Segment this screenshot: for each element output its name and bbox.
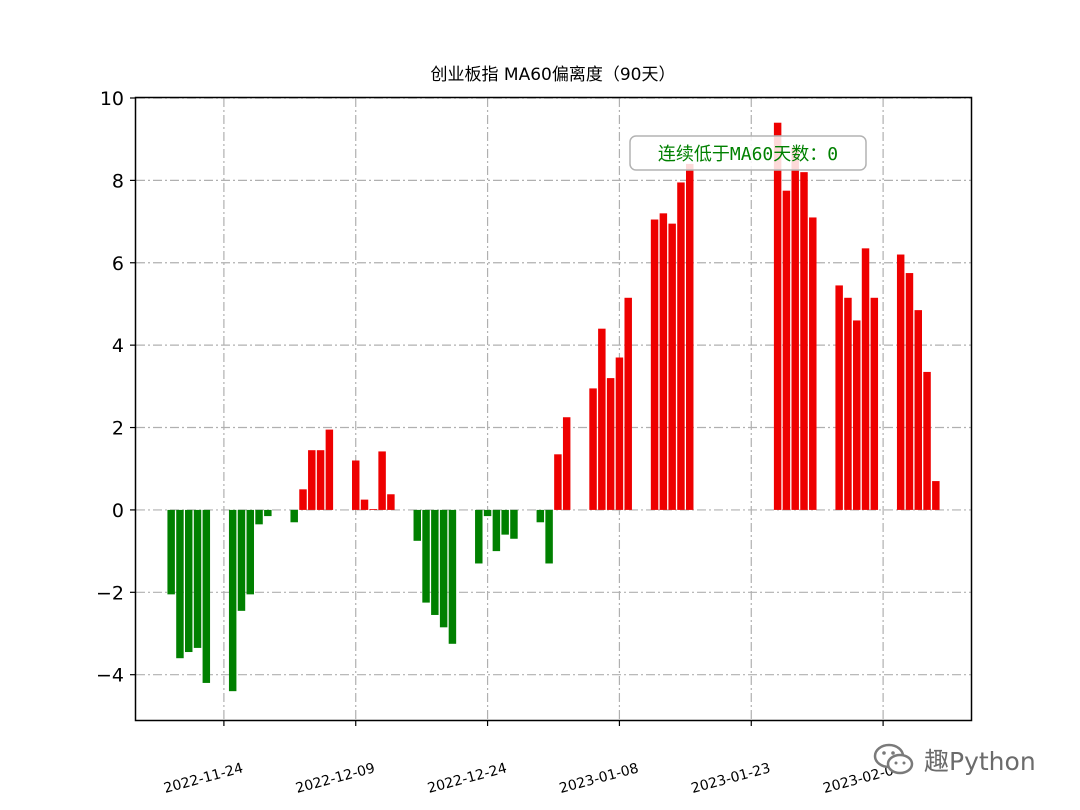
bar [914, 310, 922, 510]
bar [615, 357, 624, 510]
bar [932, 481, 940, 510]
bar [536, 509, 545, 523]
bar [773, 122, 782, 510]
bar [589, 388, 597, 510]
bar [369, 509, 378, 510]
bar [439, 509, 448, 628]
bar [844, 297, 852, 510]
y-axis: −4 −2 0 2 4 6 8 10 [96, 88, 136, 687]
bar [193, 509, 202, 648]
bar [923, 371, 931, 510]
bar [686, 163, 694, 510]
y-tick-label: 4 [112, 335, 124, 357]
bar [316, 450, 325, 510]
x-tick-label: 2022-12-24 [426, 760, 509, 797]
wechat-icon [873, 743, 914, 775]
bar [413, 509, 421, 541]
bar [431, 509, 439, 615]
x-tick-label: 2023-01-08 [558, 760, 641, 797]
bar [475, 509, 483, 564]
bar [360, 499, 369, 510]
bars [167, 122, 940, 692]
bar [896, 254, 905, 510]
bar [325, 429, 334, 510]
bar [202, 509, 211, 683]
bar [352, 460, 360, 510]
x-tick-label: 2023-01-23 [690, 760, 773, 797]
x-tick-label: 2022-12-09 [294, 760, 377, 797]
bar [387, 494, 395, 510]
bar [861, 248, 870, 510]
bar [448, 509, 457, 644]
bar [422, 509, 430, 603]
bar [378, 451, 386, 510]
bar [545, 509, 553, 564]
x-tick-label: 2022-11-24 [162, 760, 245, 797]
bar [905, 273, 914, 510]
bar [483, 509, 492, 517]
bar [562, 417, 571, 510]
bar [237, 509, 246, 611]
y-tick-label: −4 [96, 665, 124, 687]
y-tick-label: 8 [112, 170, 124, 192]
bar [492, 509, 501, 552]
plot-frame [134, 96, 973, 722]
y-tick-label: 10 [100, 88, 124, 110]
bar [246, 509, 254, 595]
bar [791, 147, 799, 510]
bar [185, 509, 193, 653]
bar [299, 489, 307, 510]
bar [835, 285, 843, 510]
bar [650, 219, 659, 510]
chart-title: 创业板指 MA60偏离度（90天） [431, 65, 676, 85]
bar [510, 509, 518, 539]
watermark-text: 趣Python [924, 747, 1036, 776]
y-tick-label: 0 [112, 500, 124, 522]
bar [870, 297, 879, 510]
x-axis: 2022-11-24 2022-12-09 2022-12-24 2023-01-08… [162, 720, 904, 797]
bar [853, 320, 861, 510]
y-tick-label: 6 [112, 253, 124, 275]
bar [677, 182, 685, 510]
watermark: 趣Python [872, 735, 1036, 785]
annotation-text: 连续低于MA60天数：0 [658, 144, 838, 165]
annotation-box: 连续低于MA60天数：0 [629, 135, 867, 171]
bar [800, 172, 808, 510]
bar [598, 328, 606, 510]
bar [167, 509, 175, 595]
bar [176, 509, 184, 659]
bar [668, 223, 676, 510]
bar [228, 509, 237, 692]
bar [501, 509, 509, 535]
bar [782, 190, 791, 510]
bar [290, 509, 298, 523]
bar [308, 450, 316, 510]
bar [659, 213, 668, 510]
y-tick-label: −2 [96, 582, 124, 604]
bar [255, 509, 263, 525]
bar [809, 217, 817, 510]
y-tick-label: 2 [112, 418, 124, 440]
bar [624, 297, 632, 510]
bar [264, 509, 272, 517]
bar [606, 378, 615, 510]
bar [554, 454, 562, 510]
